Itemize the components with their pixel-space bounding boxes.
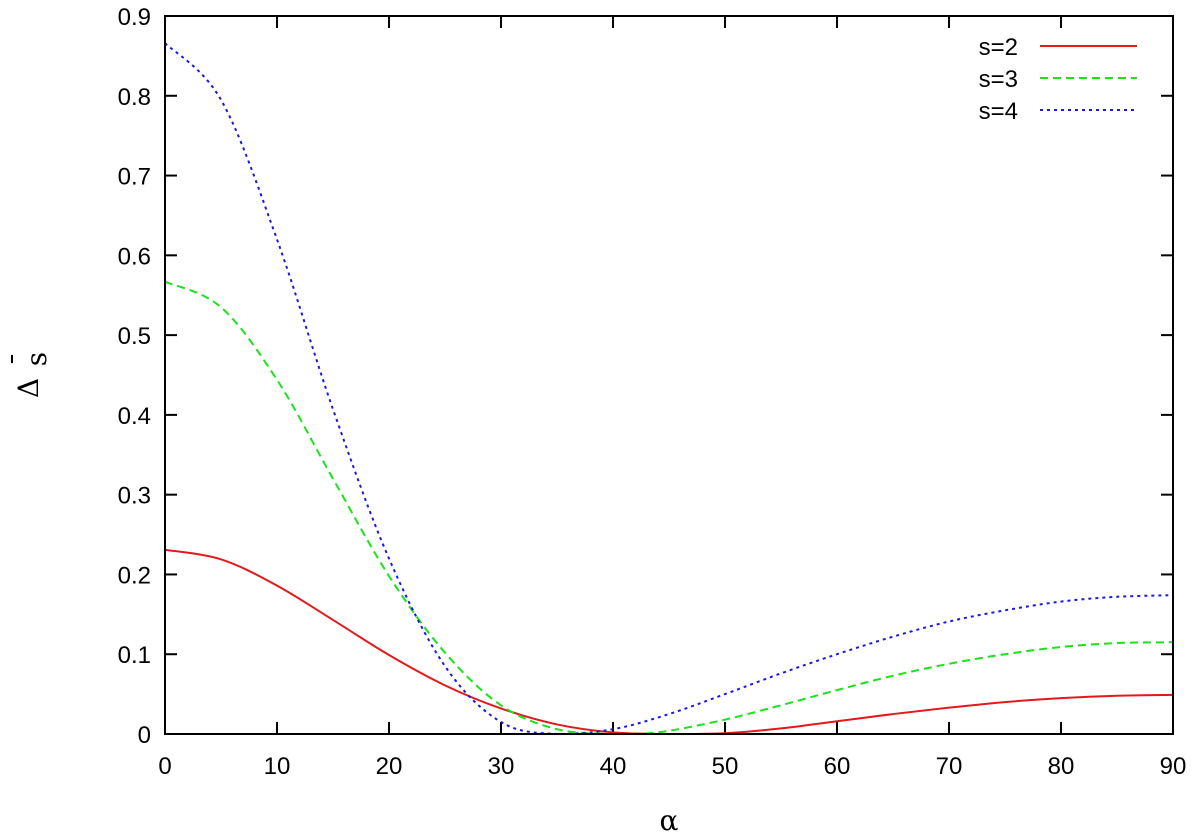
x-axis-label: α xyxy=(660,804,679,837)
legend-label: s=3 xyxy=(979,66,1018,93)
x-tick-label: 90 xyxy=(1160,753,1187,780)
x-tick-label: 10 xyxy=(264,753,291,780)
tick-labels: 0 10 20 30 40 50 60 70 80 90 0 0.1 0.2 0.3 0.4 0.5 0.6 0.… xyxy=(118,4,1187,780)
y-tick-label: 0.6 xyxy=(118,243,151,270)
y-tick-label: 0.5 xyxy=(118,323,151,350)
y-tick-label: 0 xyxy=(138,722,151,749)
series-line-1 xyxy=(164,548,1174,735)
y-tick-label: 0.7 xyxy=(118,164,151,191)
series-line-2 xyxy=(164,280,1174,735)
y-tick-label: 0.2 xyxy=(118,562,151,589)
x-tick-label: 0 xyxy=(158,753,171,780)
y-tick-label: 0.1 xyxy=(118,642,151,669)
y-tick-label: 0.3 xyxy=(118,483,151,510)
y-axis-label: Δ ¯ s xyxy=(6,352,53,398)
legend-label: s=4 xyxy=(979,98,1018,125)
legend-label: s=2 xyxy=(979,34,1018,61)
x-tick-label: 80 xyxy=(1048,753,1075,780)
x-tick-label: 60 xyxy=(824,753,851,780)
y-tick-label: 0.9 xyxy=(118,4,151,31)
tick-marks xyxy=(164,15,1174,735)
y-tick-label: 0.4 xyxy=(118,403,151,430)
y-axis-label-subscript: s xyxy=(20,352,53,366)
series-line-3 xyxy=(164,42,1174,735)
x-tick-label: 70 xyxy=(936,753,963,780)
y-axis-label-overbar: ¯ xyxy=(6,352,39,366)
plot-frame xyxy=(164,15,1174,735)
y-axis-label-base: Δ xyxy=(12,378,45,398)
series-lines xyxy=(164,42,1174,735)
legend: s=2 s=3 s=4 xyxy=(979,34,1137,125)
y-tick-label: 0.8 xyxy=(118,84,151,111)
x-tick-label: 30 xyxy=(488,753,515,780)
x-tick-label: 50 xyxy=(712,753,739,780)
x-tick-label: 40 xyxy=(600,753,627,780)
x-tick-label: 20 xyxy=(376,753,403,780)
